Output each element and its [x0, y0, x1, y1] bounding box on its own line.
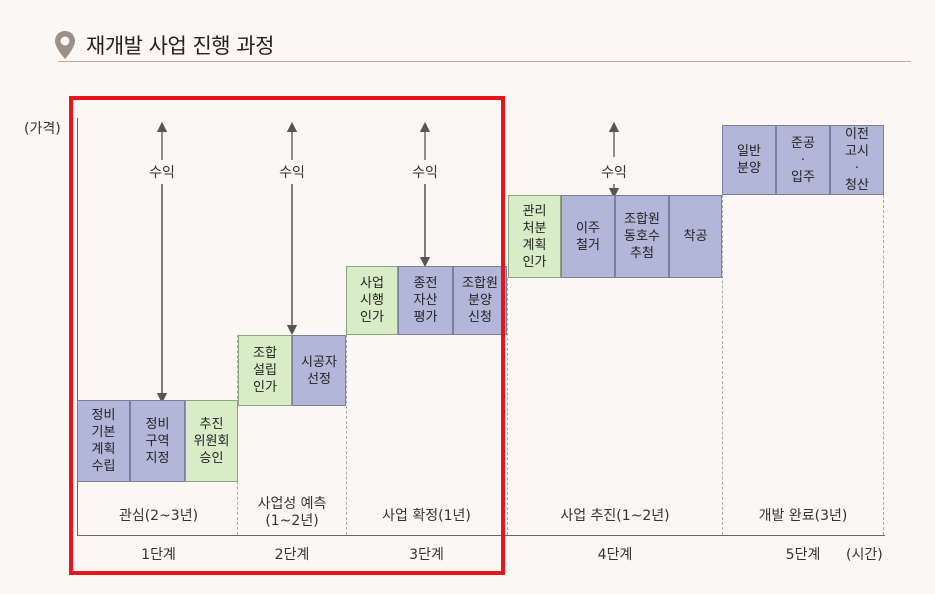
step-asset-valuation: 종전 자산 평가 — [398, 266, 453, 335]
y-axis-label: (가격) — [24, 121, 61, 137]
stage-label: 5단계 — [785, 547, 821, 563]
map-pin-icon — [55, 31, 75, 59]
step-union-approval: 조합 설립 인가 — [238, 335, 292, 406]
stage-label: 3단계 — [409, 547, 444, 563]
phase-label: 개발 완료(3년) — [758, 508, 848, 524]
step-transfer-settlement: 이전 고시 · 청산 — [830, 125, 884, 195]
step-construction-start: 착공 — [669, 195, 722, 278]
stage-label: 2단계 — [274, 547, 310, 563]
title-divider — [58, 61, 911, 62]
phase-label: 사업 확정(1년) — [382, 508, 471, 524]
x-axis-label: (시간) — [846, 547, 883, 563]
phase-label: 사업 추진(1~2년) — [560, 508, 670, 524]
step-contractor-selection: 시공자 선정 — [292, 335, 346, 406]
phase-divider — [883, 195, 884, 535]
step-relocation: 이주 철거 — [561, 195, 615, 278]
profit-label: 수익 — [597, 160, 631, 184]
highlight-frame — [69, 96, 505, 575]
phase-label: 사업성 예측 (1~2년) — [257, 496, 327, 529]
x-axis — [77, 535, 885, 536]
profit-label: 수익 — [275, 160, 309, 184]
profit-label: 수익 — [408, 160, 442, 184]
step-zone-designation: 정비 구역 지정 — [130, 400, 185, 482]
phase-divider — [507, 278, 508, 535]
step-unit-lottery: 조합원 동호수 추첨 — [615, 195, 669, 278]
phase-label: 관심(2~3년) — [118, 508, 199, 524]
step-project-approval: 사업 시행 인가 — [346, 266, 398, 335]
page-title: 재개발 사업 진행 과정 — [86, 34, 274, 58]
y-axis — [77, 118, 78, 536]
phase-divider — [722, 195, 723, 535]
step-basic-plan: 정비 기본 계획 수립 — [77, 400, 130, 482]
stage-label: 4단계 — [597, 547, 633, 563]
step-committee-approval: 추진 위원회 승인 — [185, 400, 238, 482]
phase-divider — [346, 335, 347, 535]
step-general-sale: 일반 분양 — [722, 125, 776, 195]
step-disposal-plan: 관리 처분 계획 인가 — [508, 195, 561, 278]
step-completion-move-in: 준공 · 입주 — [776, 125, 830, 195]
profit-label: 수익 — [145, 160, 179, 184]
stage-label: 1단계 — [141, 547, 176, 563]
step-member-application: 조합원 분양 신청 — [453, 266, 507, 335]
